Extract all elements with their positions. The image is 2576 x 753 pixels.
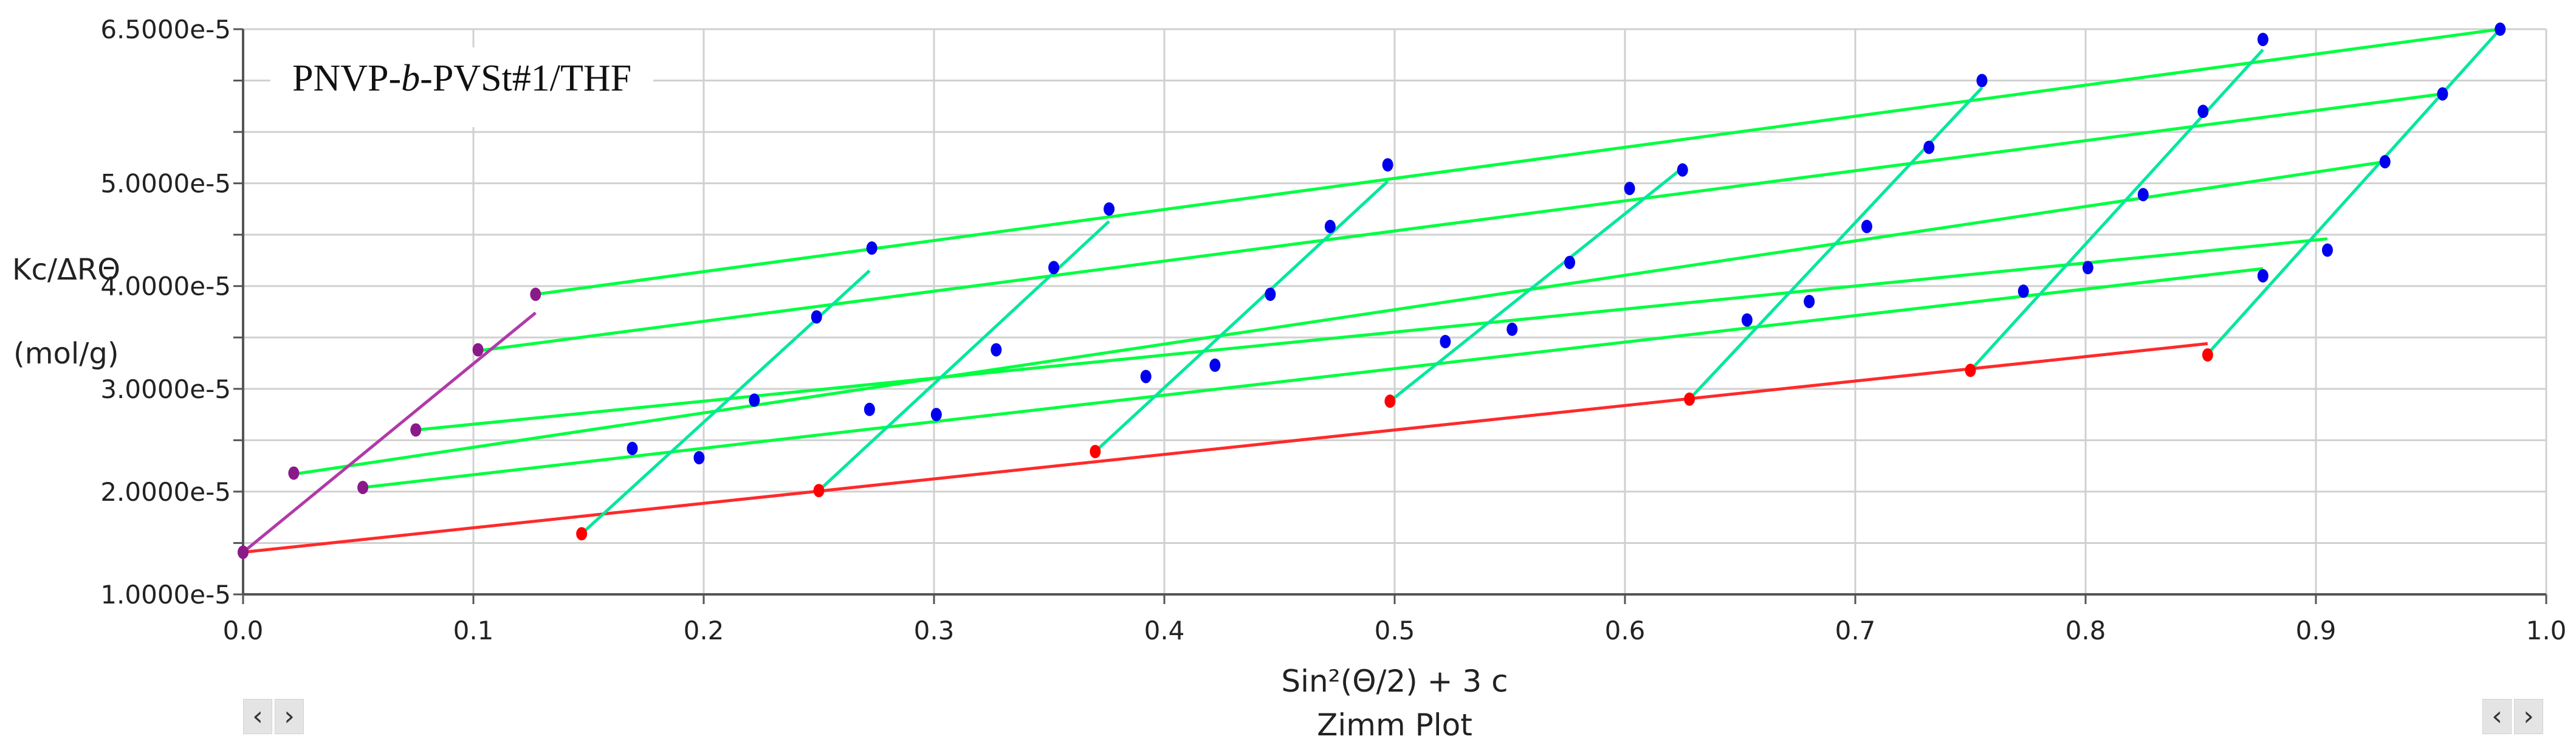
zero-angle-fit-line [242,342,2208,554]
measured-point [2137,188,2149,202]
zero-conc-extrapolated-point [472,343,484,357]
fit-lines [242,27,2502,554]
sample-label: PNVP-b-PVSt#1/THF [270,47,654,127]
y-tick-label: 1.0000e-5 [100,580,231,610]
measured-point [1741,313,1753,327]
angle-fit-line [1688,86,1984,401]
scroll-right-button[interactable]: › [275,699,304,734]
measured-point [2379,155,2391,169]
y-tick-label: 2.0000e-5 [100,477,231,507]
measured-point [1923,140,1935,154]
zero-conc-extrapolated-point [357,481,369,495]
measured-point [1677,163,1688,177]
measured-point [1624,182,1635,196]
zero-angle-extrapolated-point [1090,444,1101,458]
measured-point [1324,219,1336,233]
zero-conc-fit-line [242,311,537,554]
angle-fit-line [1969,49,2264,372]
concentration-fit-line [535,27,2501,296]
axis-text: 0.0 0.1 0.2 0.3 0.4 0.5 0.6 0.7 0.8 0.9 1.0 1.0000e… [12,15,2566,743]
x-tick-label: 0.9 [2296,616,2337,645]
zero-conc-extrapolated-point [288,466,300,480]
x-tick-label: 0.8 [2066,616,2106,645]
measured-point [811,310,822,324]
zero-angle-extrapolated-point [2202,348,2213,362]
measured-point [2321,243,2333,257]
concentration-fit-line [416,237,2328,432]
measured-point [1140,370,1152,383]
measured-point [749,393,760,407]
axis-layer [233,28,2547,604]
right-scroll-controls: ‹ › [2482,699,2543,734]
sample-label-suffix: -PVSt#1/THF [420,58,632,99]
y-tick-label: 3.0000e-5 [100,374,231,404]
y-tick-label: 4.0000e-5 [100,272,231,301]
measured-point [693,451,705,465]
measured-point [627,441,638,455]
measured-point [1976,74,1988,88]
y-axis-title: Kc/ΔRΘ [12,253,120,287]
chart-title: Zimm Plot [1317,707,1472,743]
measured-point [1048,261,1060,275]
zero-conc-extrapolated-point [238,545,249,559]
measured-point [2495,22,2506,36]
concentration-fit-line [362,267,2264,489]
zero-angle-extrapolated-point [576,527,588,541]
measured-point [864,402,875,416]
measured-point [866,241,878,255]
zero-angle-extrapolated-point [1384,394,1396,408]
x-tick-label: 0.7 [1835,616,1876,645]
concentration-fit-line [294,160,2386,476]
data-points [238,22,2506,559]
angle-fit-line [580,269,871,535]
measured-point [2082,261,2093,275]
left-scroll-controls: ‹ › [243,699,304,734]
measured-point [2437,87,2448,101]
x-tick-label: 0.2 [684,616,724,645]
measured-point [1382,158,1393,172]
scroll-left-button[interactable]: ‹ [243,699,272,734]
x-tick-label: 0.6 [1605,616,1646,645]
measured-point [1804,295,1815,309]
angle-fit-line [817,220,1110,492]
x-tick-label: 1.0 [2526,616,2567,645]
sample-label-prefix: PNVP- [292,58,402,99]
x-tick-label: 0.1 [453,616,494,645]
y-tick-label: 6.5000e-5 [100,15,231,44]
x-tick-label: 0.5 [1375,616,1415,645]
angle-fit-line [1094,180,1389,453]
y-tick-label: 5.0000e-5 [100,169,231,199]
zero-angle-extrapolated-point [813,484,825,498]
page-left-button[interactable]: ‹ [2482,699,2512,734]
measured-point [1104,202,1115,216]
angle-fit-line [2207,28,2502,356]
measured-point [2018,284,2029,298]
measured-point [1861,219,1872,233]
measured-point [1209,358,1221,372]
x-tick-label: 0.4 [1144,616,1185,645]
angle-fit-line [1389,167,1684,403]
y-axis-unit: (mol/g) [13,337,119,371]
zero-conc-extrapolated-point [410,423,422,437]
measured-point [2257,269,2269,283]
x-tick-label: 0.3 [914,616,955,645]
measured-point [2197,105,2209,119]
sample-label-italic: b [401,58,421,99]
measured-point [2257,32,2269,46]
concentration-fit-line [478,92,2443,352]
measured-point [1564,255,1576,269]
measured-point [1506,322,1518,336]
x-tick-label: 0.0 [223,616,264,645]
measured-point [1440,335,1451,349]
measured-point [930,408,942,422]
x-axis-title: Sin²(Θ/2) + 3 c [1281,664,1508,699]
page-right-button[interactable]: › [2514,699,2543,734]
zero-conc-extrapolated-point [530,287,541,301]
measured-point [1265,287,1276,301]
zero-angle-extrapolated-point [1684,392,1695,406]
measured-point [991,343,1002,357]
zero-angle-extrapolated-point [1965,363,1976,377]
